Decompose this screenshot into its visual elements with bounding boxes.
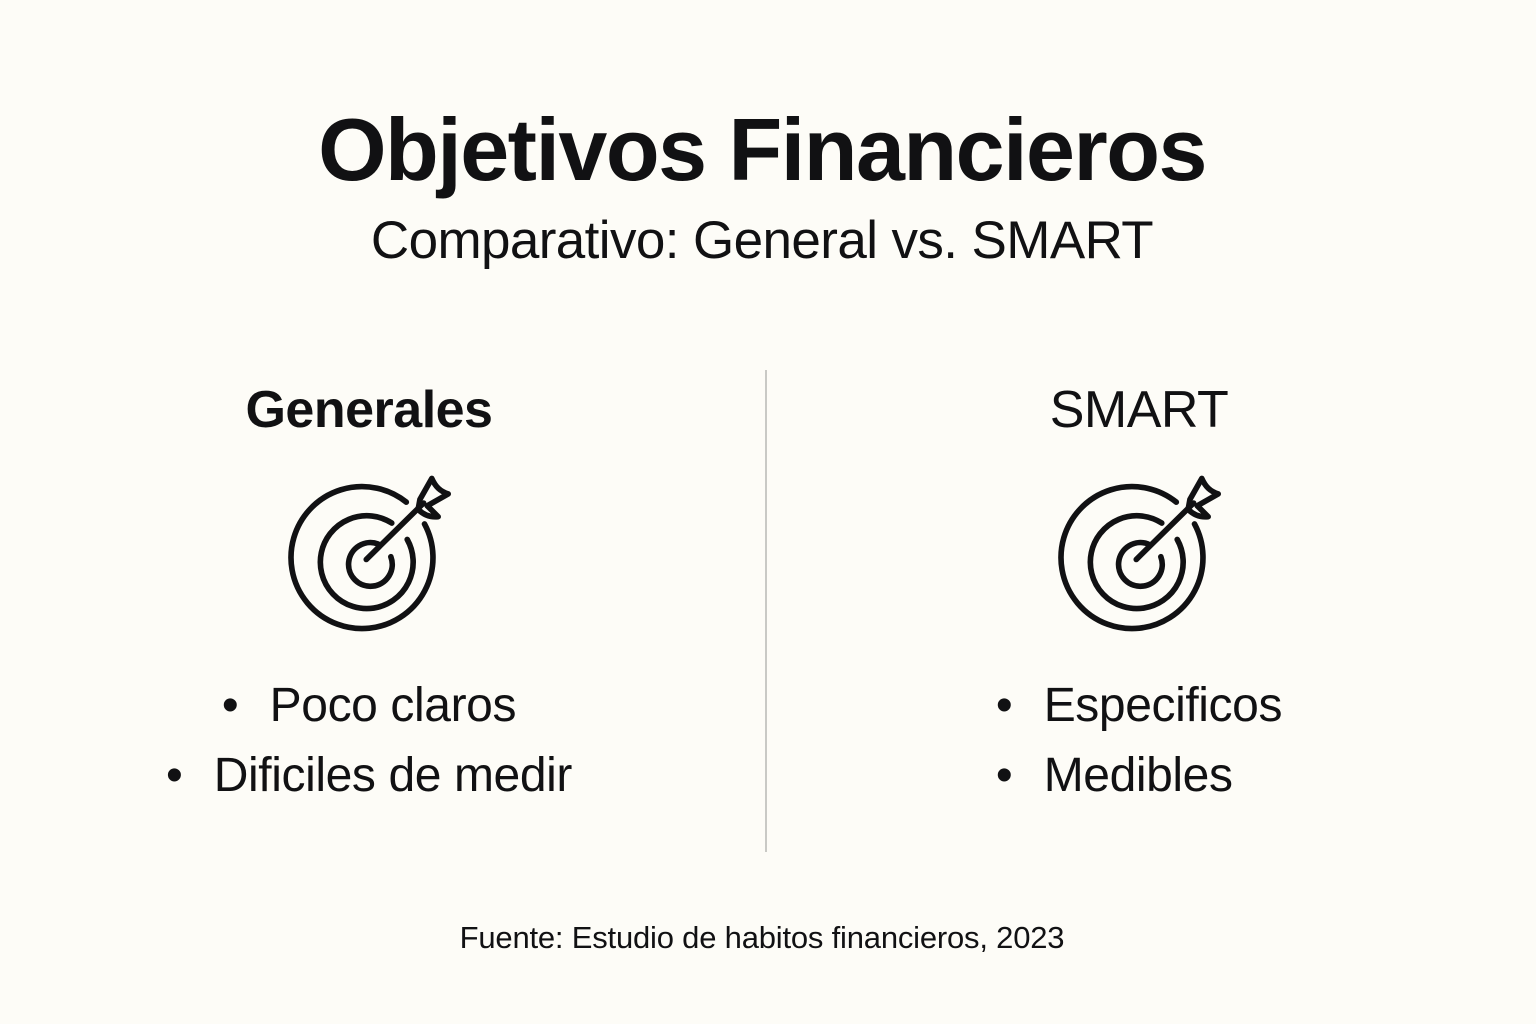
- list-item: • Medibles: [996, 741, 1282, 811]
- column-divider: [765, 370, 767, 852]
- target-arrow-icon: [1048, 463, 1230, 645]
- target-arrow-icon: [278, 463, 460, 645]
- bullet-marker-icon: •: [221, 679, 257, 733]
- bullet-marker-icon: •: [995, 749, 1031, 803]
- bullet-list-generales: • Poco claros • Dificiles de medir: [166, 671, 572, 811]
- column-heading-smart: SMART: [1049, 381, 1229, 439]
- list-item-label: Dificiles de medir: [213, 749, 573, 803]
- list-item: • Dificiles de medir: [166, 741, 572, 811]
- source-note: Fuente: Estudio de habitos financieros, …: [459, 920, 1065, 955]
- column-smart: SMART • Especificos: [768, 381, 1536, 852]
- list-item-label: Especificos: [1043, 679, 1283, 733]
- bullet-list-smart: • Especificos • Medibles: [995, 671, 1283, 811]
- list-item-label: Poco claros: [269, 679, 517, 733]
- list-item: • Poco claros: [166, 671, 572, 741]
- column-heading-generales: Generales: [245, 381, 493, 439]
- bullet-marker-icon: •: [165, 749, 201, 803]
- page-title: Objetivos Financieros: [318, 100, 1207, 199]
- column-generales: Generales: [0, 381, 768, 852]
- comparison-columns: Generales: [0, 381, 1536, 852]
- header-block: Objetivos Financieros Comparativo: Gener…: [0, 100, 1536, 271]
- bullet-marker-icon: •: [995, 679, 1031, 733]
- list-item-label: Medibles: [1043, 749, 1233, 803]
- list-item: • Especificos: [995, 671, 1283, 741]
- page-subtitle: Comparativo: General vs. SMART: [370, 211, 1154, 271]
